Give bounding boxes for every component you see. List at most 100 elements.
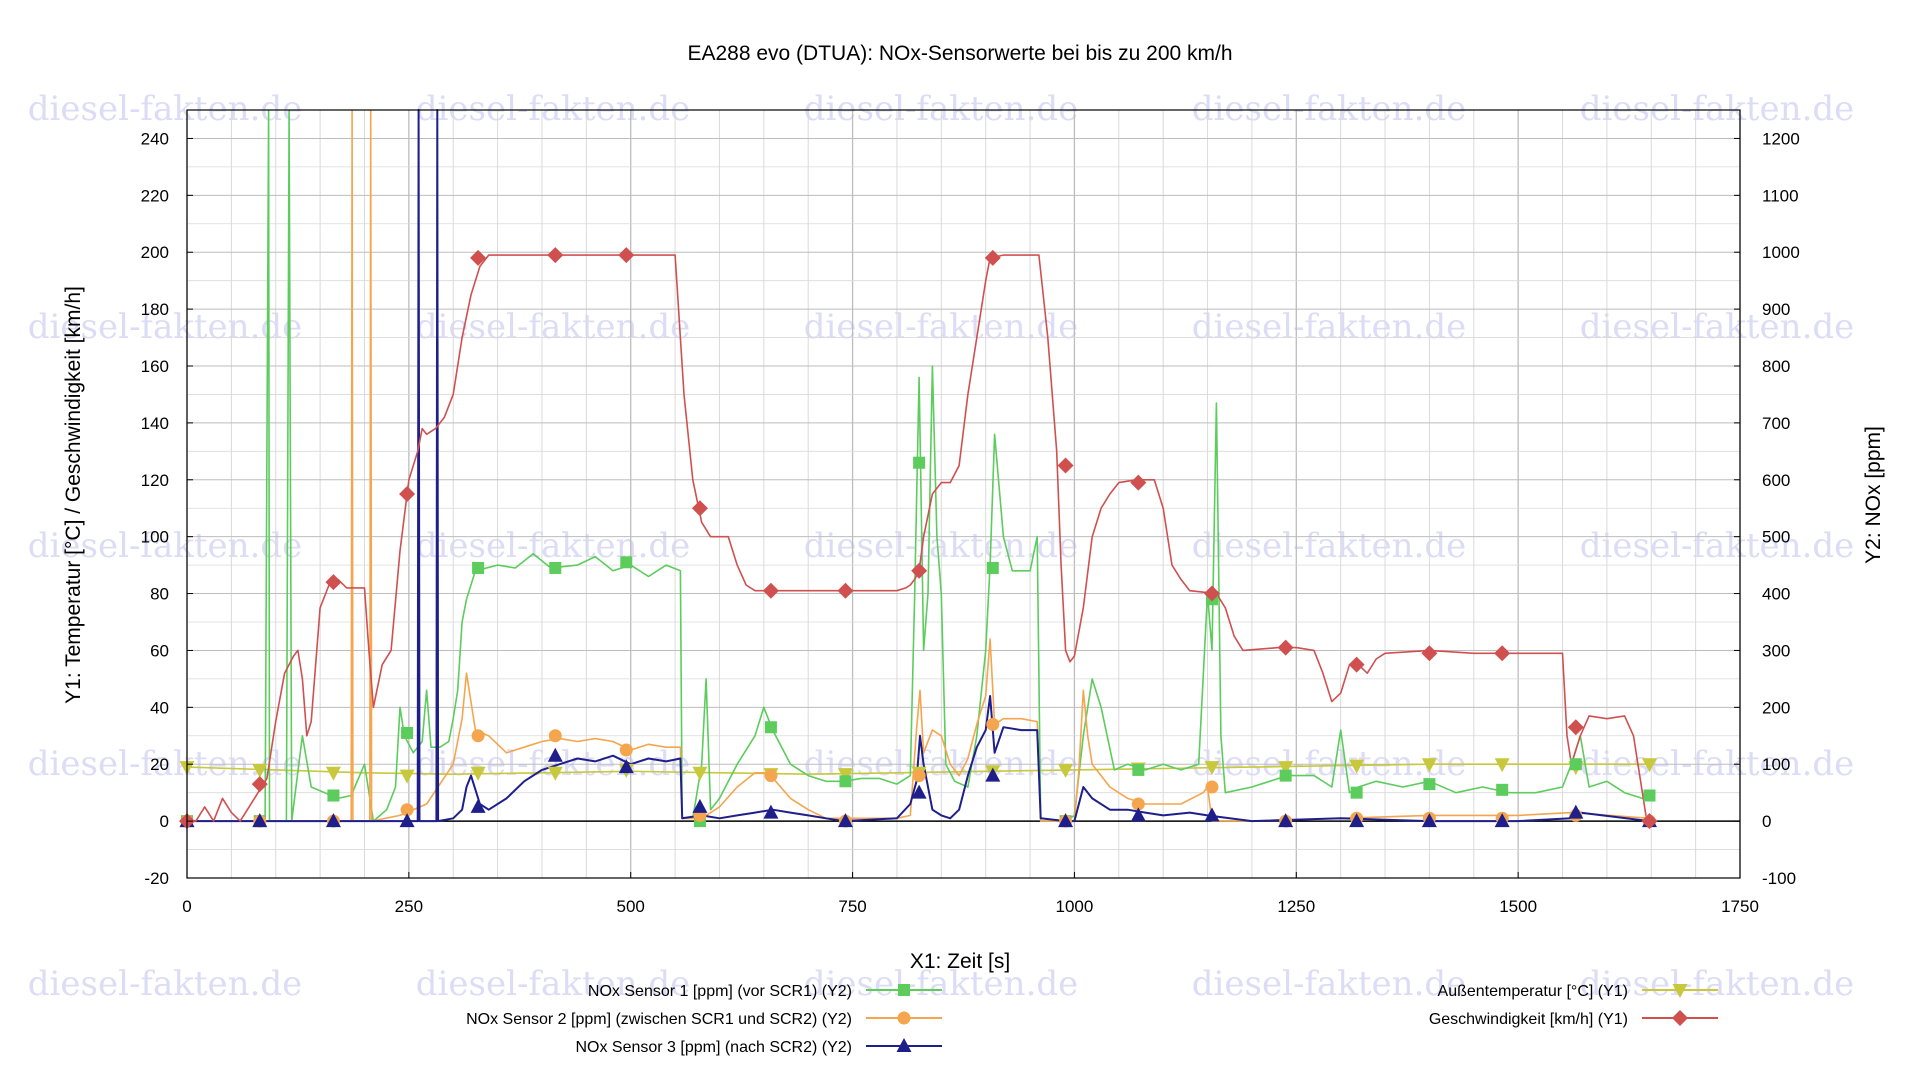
marker-nox2-6 xyxy=(619,743,633,757)
marker-nox1-4 xyxy=(472,561,485,574)
marker-nox2-4 xyxy=(471,729,485,743)
watermark-2-0: diesel-fakten.de xyxy=(28,526,303,566)
marker-speed-7 xyxy=(691,500,708,517)
y2-tick-label-1200: 1200 xyxy=(1762,129,1800,148)
y1-tick-label-60: 60 xyxy=(150,641,169,660)
y1-tick-label-80: 80 xyxy=(150,585,169,604)
y2-tick-label-300: 300 xyxy=(1762,641,1790,660)
marker-nox1-17 xyxy=(1423,778,1436,791)
legend-marker-nox1 xyxy=(898,984,910,996)
marker-temp-4 xyxy=(470,766,486,781)
y1-tick-label-180: 180 xyxy=(141,300,169,319)
y1-tick-label--20: -20 xyxy=(144,869,169,888)
marker-speed-15 xyxy=(1277,639,1294,656)
watermark-1-0: diesel-fakten.de xyxy=(28,307,303,347)
marker-nox3-3 xyxy=(399,813,415,828)
watermark-4-2: diesel-fakten.de xyxy=(804,964,1079,1004)
marker-temp-9 xyxy=(837,768,853,783)
marker-nox3-4 xyxy=(470,798,486,813)
marker-nox2-11 xyxy=(986,717,1000,731)
marker-speed-5 xyxy=(547,247,564,264)
y2-tick-label-1100: 1100 xyxy=(1762,186,1799,205)
marker-nox3-14 xyxy=(1204,807,1220,822)
y1-tick-label-120: 120 xyxy=(141,471,169,490)
legend-marker-nox2 xyxy=(897,1011,911,1025)
watermark-2-4: diesel-fakten.de xyxy=(1580,526,1855,566)
y2-tick-label-0: 0 xyxy=(1762,812,1771,831)
marker-speed-1 xyxy=(251,776,268,793)
marker-speed-6 xyxy=(618,247,635,264)
marker-nox3-16 xyxy=(1349,813,1365,828)
watermark-0-3: diesel-fakten.de xyxy=(1192,89,1467,129)
marker-temp-2 xyxy=(325,766,341,781)
y2-tick-label-800: 800 xyxy=(1762,357,1790,376)
watermark-0-1: diesel-fakten.de xyxy=(416,89,691,129)
y2-tick-label-100: 100 xyxy=(1762,755,1790,774)
marker-temp-14 xyxy=(1204,761,1220,776)
marker-nox3-11 xyxy=(985,767,1001,782)
y1-tick-label-140: 140 xyxy=(141,414,169,433)
marker-nox3-7 xyxy=(692,798,708,813)
x-tick-label-1250: 1250 xyxy=(1277,897,1315,916)
x-tick-label-1750: 1750 xyxy=(1721,897,1759,916)
y1-axis-label: Y1: Temperatur [°C] / Geschwindigkeit [k… xyxy=(62,286,85,704)
marker-nox3-1 xyxy=(252,813,268,828)
y1-tick-label-160: 160 xyxy=(141,357,169,376)
marker-nox1-15 xyxy=(1279,769,1292,782)
marker-temp-12 xyxy=(1058,763,1074,778)
x-tick-label-750: 750 xyxy=(838,897,866,916)
marker-nox3-2 xyxy=(325,813,341,828)
y1-tick-label-220: 220 xyxy=(141,186,169,205)
marker-nox2-8 xyxy=(764,769,778,783)
marker-speed-11 xyxy=(984,249,1001,266)
marker-temp-7 xyxy=(692,766,708,781)
marker-nox3-5 xyxy=(547,747,563,762)
marker-nox3-13 xyxy=(1130,807,1146,822)
marker-nox2-10 xyxy=(912,769,926,783)
y1-tick-label-20: 20 xyxy=(150,755,169,774)
marker-nox1-11 xyxy=(986,561,999,574)
watermark-4-3: diesel-fakten.de xyxy=(1192,964,1467,1004)
y1-tick-label-100: 100 xyxy=(141,528,169,547)
watermark-4-4: diesel-fakten.de xyxy=(1580,964,1855,1004)
marker-nox1-19 xyxy=(1569,758,1582,771)
marker-temp-17 xyxy=(1421,758,1437,773)
marker-speed-17 xyxy=(1421,645,1438,662)
x-tick-label-500: 500 xyxy=(617,897,645,916)
marker-nox1-9 xyxy=(839,775,852,788)
marker-speed-14 xyxy=(1203,585,1220,602)
marker-speed-19 xyxy=(1567,719,1584,736)
watermark-4-0: diesel-fakten.de xyxy=(28,964,303,1004)
y2-tick-label--100: -100 xyxy=(1762,869,1796,888)
marker-nox1-20 xyxy=(1643,789,1656,802)
legend-marker-nox3 xyxy=(896,1038,912,1052)
legend-marker-temp xyxy=(1672,984,1688,998)
y2-tick-label-600: 600 xyxy=(1762,471,1790,490)
x-tick-label-0: 0 xyxy=(182,897,191,916)
y1-tick-label-40: 40 xyxy=(150,698,169,717)
y1-tick-label-240: 240 xyxy=(141,129,169,148)
marker-speed-4 xyxy=(470,249,487,266)
legend: NOx Sensor 1 [ppm] (vor SCR1) (Y2) NOx Se… xyxy=(466,983,1718,1056)
x-tick-label-1000: 1000 xyxy=(1056,897,1094,916)
marker-nox3-18 xyxy=(1494,813,1510,828)
marker-nox3-8 xyxy=(763,804,779,819)
y1-tick-label-200: 200 xyxy=(141,243,169,262)
marker-nox3-19 xyxy=(1568,804,1584,819)
marker-nox3-6 xyxy=(618,759,634,774)
marker-nox1-8 xyxy=(764,721,777,734)
watermark-1-1: diesel-fakten.de xyxy=(416,307,691,347)
watermark-2-1: diesel-fakten.de xyxy=(416,526,691,566)
y2-tick-label-700: 700 xyxy=(1762,414,1790,433)
marker-speed-3 xyxy=(399,486,416,502)
watermark-1-4: diesel-fakten.de xyxy=(1580,307,1855,347)
y2-axis-label: Y2: NOx [ppm] xyxy=(1862,426,1885,564)
marker-speed-13 xyxy=(1130,474,1147,491)
marker-nox2-13 xyxy=(1131,797,1145,811)
y1-tick-label-0: 0 xyxy=(160,812,169,831)
marker-nox2-14 xyxy=(1205,780,1219,794)
marker-nox3-15 xyxy=(1278,813,1294,828)
axes: 0 250 500 750 1000 1250 1500 1750-2002040608010… xyxy=(141,109,1800,916)
marker-temp-18 xyxy=(1494,758,1510,773)
